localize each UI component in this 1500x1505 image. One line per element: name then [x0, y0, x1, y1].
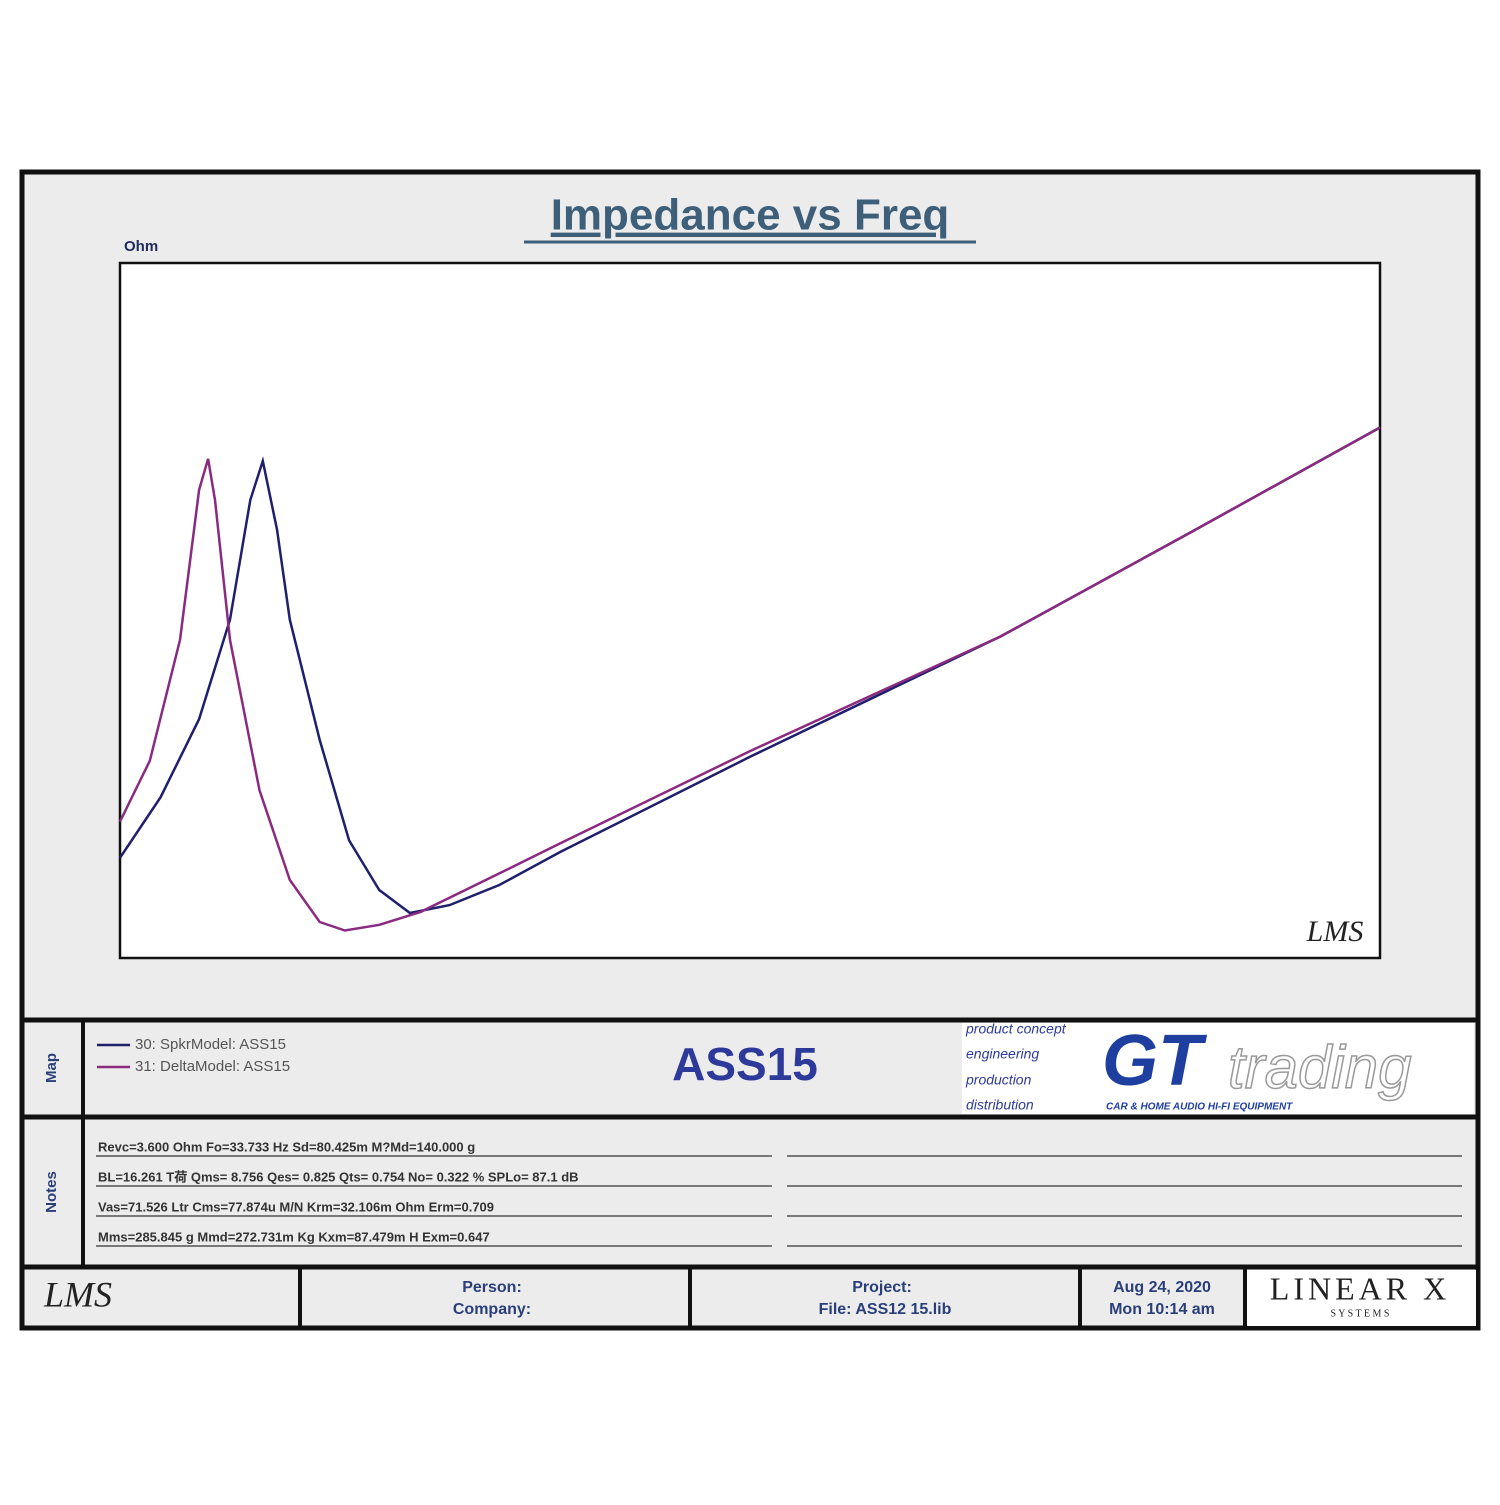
tagline: engineering [966, 1046, 1039, 1062]
notes-label: Notes [43, 1171, 60, 1213]
footer-brand-sub: S Y S T E M S [1331, 1308, 1390, 1319]
note-line: BL=16.261 T荷 Qms= 8.756 Qes= 0.825 Qts= … [98, 1169, 579, 1184]
logo-subtitle: CAR & HOME AUDIO HI-FI EQUIPMENT [1106, 1102, 1293, 1113]
chart-title: Impedance vs Freq [551, 191, 950, 240]
note-line: Vas=71.526 Ltr Cms=77.874u M/N Krm=32.10… [98, 1199, 494, 1214]
person: Person: [462, 1279, 522, 1296]
date: Aug 24, 2020 [1113, 1279, 1211, 1296]
file: File: ASS12 15.lib [819, 1301, 952, 1318]
company: Company: [453, 1301, 531, 1318]
note-line: Mms=285.845 g Mmd=272.731m Kg Kxm=87.479… [98, 1229, 490, 1244]
logo-brand: GT [1102, 1021, 1208, 1101]
legend-entry: 30: SpkrModel: ASS15 [135, 1036, 286, 1053]
logo-box [962, 1023, 1474, 1114]
map-label: Map [43, 1053, 60, 1083]
series-line [118, 426, 1381, 932]
plot-area [120, 263, 1380, 958]
brand-box [1247, 1270, 1476, 1326]
time: Mon 10:14 am [1109, 1301, 1215, 1318]
y-axis-label: Ohm [124, 238, 158, 255]
plot-border [118, 261, 1382, 960]
footer-brand: LINEAR X [1270, 1270, 1450, 1306]
logo-brand-tail: trading [1228, 1034, 1411, 1101]
project: Project: [852, 1279, 912, 1296]
tagline: distribution [966, 1097, 1034, 1113]
tagline: production [965, 1072, 1032, 1088]
tagline: product concept [965, 1021, 1067, 1037]
footer-logo: LMS [43, 1274, 112, 1314]
note-line: Revc=3.600 Ohm Fo=33.733 Hz Sd=80.425m M… [98, 1139, 475, 1154]
watermark: LMS [1306, 915, 1364, 948]
legend-entry: 31: DeltaModel: ASS15 [135, 1058, 290, 1075]
model-name: ASS15 [672, 1038, 818, 1090]
series-line [118, 426, 1381, 915]
